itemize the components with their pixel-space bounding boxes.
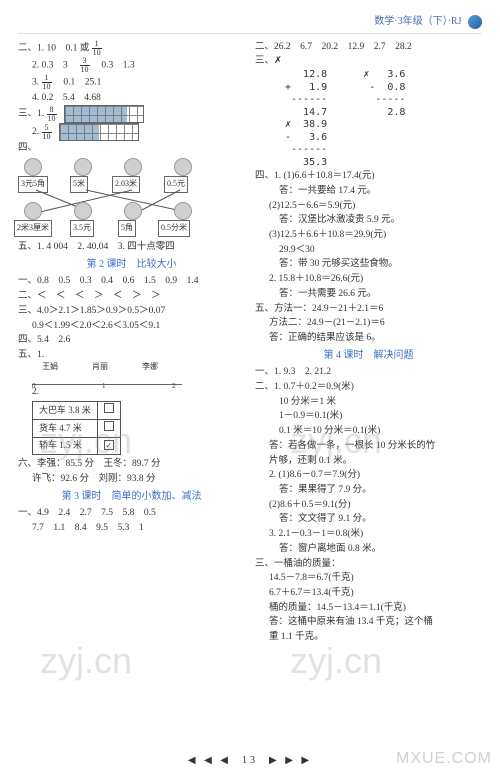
text-line: 方法二：24.9－(21－2.1)＝6 bbox=[255, 316, 482, 331]
answer-line: 答：一共需要 26.6 元。 bbox=[255, 287, 482, 302]
watermark-brand: MXUE.COM bbox=[396, 750, 492, 768]
ruler-tick: 0 bbox=[32, 381, 36, 392]
text-line: 2. (1)8.6－0.7＝7.9(分) bbox=[255, 468, 482, 483]
text-line: 2. 0.3 3 310 0.3 1.3 bbox=[18, 57, 245, 74]
text-line: 三、一桶油的质量： bbox=[255, 557, 482, 572]
label-box: 2米3厘米 bbox=[14, 220, 52, 236]
text-line: 0.1 米＝10 分米＝0.1(米) bbox=[255, 424, 482, 439]
text-line: 7.7 1.1 8.4 9.5 5.3 1 bbox=[18, 521, 245, 536]
text-line: 0.9＜1.99＜2.0＜2.6＜3.05＜9.1 bbox=[18, 319, 245, 334]
table-cell bbox=[97, 402, 120, 420]
fraction: 110 bbox=[92, 40, 102, 57]
text-line: 14.5－7.8＝6.7(千克) bbox=[255, 571, 482, 586]
table-row: 货车 4.7 米 bbox=[33, 420, 121, 438]
text-line: 29.9＜30 bbox=[255, 243, 482, 258]
text-line: 四、5.4 2.6 bbox=[18, 333, 245, 348]
content-columns: 二、1. 10 0.1 或 110 2. 0.3 3 310 0.3 1.3 3… bbox=[18, 40, 482, 730]
bar-grid bbox=[64, 105, 144, 123]
text-line: 一、0.8 0.5 0.3 0.4 0.6 1.5 0.9 1.4 bbox=[18, 274, 245, 289]
answer-line: 片够，还剩 0.1 米。 bbox=[255, 454, 482, 469]
header-icon bbox=[468, 15, 482, 29]
text-line: 6.7＋6.7＝13.4(千克) bbox=[255, 586, 482, 601]
text-line: 六、李强：85.5 分 王冬：89.7 分 bbox=[18, 457, 245, 472]
table-cell: ✓ bbox=[97, 438, 120, 455]
number-line: 王娟 肖丽 李娜 0 1 2 bbox=[32, 363, 182, 385]
table-cell: 大巴车 3.8 米 bbox=[33, 402, 98, 420]
text-line: 三、1. 810 bbox=[18, 105, 245, 123]
vertical-calculation: 12.8 ✗ 3.6 + 1.9 - 0.8 ------ ----- 14.7… bbox=[285, 69, 482, 169]
text-line: 2. bbox=[18, 385, 245, 400]
answer-line: 答：汉堡比冰激凌贵 5.9 元。 bbox=[255, 213, 482, 228]
label-box: 5角 bbox=[118, 220, 136, 236]
ruler-label: 王娟 bbox=[42, 361, 58, 373]
table-cell bbox=[97, 420, 120, 438]
text-line: 3. 2.1－0.3－1＝0.8(米) bbox=[255, 527, 482, 542]
lesson-title: 第 2 课时 比较大小 bbox=[18, 257, 245, 273]
text-line: 10 分米＝1 米 bbox=[255, 395, 482, 410]
page-header: 数学·3年级（下）·RJ bbox=[18, 12, 482, 34]
text-line: (2)8.6＋0.5＝9.1(分) bbox=[255, 498, 482, 513]
text-line: 4. 0.2 5.4 4.68 bbox=[18, 91, 245, 106]
label-box: 3.5元 bbox=[70, 220, 94, 236]
answer-line: 答：正确的结果应该是 6。 bbox=[255, 331, 482, 346]
bar-grid bbox=[59, 123, 139, 141]
right-column: 二、26.2 6.7 20.2 12.9 2.7 28.2 三、✗ 12.8 ✗… bbox=[255, 40, 482, 730]
answer-line: 答：窗户离地面 0.8 米。 bbox=[255, 542, 482, 557]
text-line: 一、4.9 2.4 2.7 7.5 5.8 0.5 bbox=[18, 506, 245, 521]
checkbox bbox=[104, 403, 114, 413]
text-line: 四、 bbox=[18, 141, 245, 156]
bar-fill bbox=[60, 124, 99, 140]
answer-line: 重 1.1 千克。 bbox=[255, 630, 482, 645]
table-row: 大巴车 3.8 米 bbox=[33, 402, 121, 420]
answer-line: 答：一共要给 17.4 元。 bbox=[255, 184, 482, 199]
text-line: 1－0.9＝0.1(米) bbox=[255, 409, 482, 424]
table-cell: 货车 4.7 米 bbox=[33, 420, 98, 438]
answer-line: 答：文文得了 9.1 分。 bbox=[255, 512, 482, 527]
text-line: 桶的质量：14.5－13.4＝1.1(千克) bbox=[255, 601, 482, 616]
label-box: 0.5分米 bbox=[158, 220, 190, 236]
ruler-tick: 1 bbox=[102, 381, 106, 392]
text-line: 2. 510 bbox=[18, 123, 245, 141]
ruler-tick: 2 bbox=[172, 381, 176, 392]
fraction: 110 bbox=[42, 74, 52, 91]
table-cell: 轿车 1.5 米 bbox=[33, 438, 98, 455]
text-line: 四、1. (1)6.6＋10.8＝17.4(元) bbox=[255, 169, 482, 184]
page: 数学·3年级（下）·RJ 二、1. 10 0.1 或 110 2. 0.3 3 … bbox=[0, 0, 500, 772]
text-line: 五、1. 4 004 2. 40.04 3. 四十点零四 bbox=[18, 240, 245, 255]
answer-line: 答：若各做一条，一根长 10 分米长的竹 bbox=[255, 439, 482, 454]
text-line: 一、1. 9.3 2. 21.2 bbox=[255, 365, 482, 380]
answer-line: 答：带 30 元够买这些食物。 bbox=[255, 257, 482, 272]
text-line: 2. 15.8＋10.8＝26.6(元) bbox=[255, 272, 482, 287]
fraction: 510 bbox=[42, 124, 52, 141]
checkbox bbox=[104, 421, 114, 431]
bar-fill bbox=[65, 106, 127, 122]
ruler-label: 李娜 bbox=[142, 361, 158, 373]
text-line: (3)12.5＋6.6＋10.8＝29.9(元) bbox=[255, 228, 482, 243]
header-text: 数学·3年级（下）·RJ bbox=[374, 16, 461, 27]
text-line: 许飞：92.6 分 刘刚：93.8 分 bbox=[18, 472, 245, 487]
answer-line: 答：这桶中原来有油 13.4 千克；这个桶 bbox=[255, 615, 482, 630]
text-line: 二、1. 10 0.1 或 110 bbox=[18, 40, 245, 57]
text-line: 二、1. 0.7＋0.2＝0.9(米) bbox=[255, 380, 482, 395]
table-row: 轿车 1.5 米 ✓ bbox=[33, 438, 121, 455]
lesson-title: 第 4 课时 解决问题 bbox=[255, 348, 482, 364]
fraction: 310 bbox=[80, 57, 90, 74]
text-line: 五、方法一：24.9－21＋2.1＝6 bbox=[255, 302, 482, 317]
checkbox: ✓ bbox=[104, 440, 114, 450]
left-column: 二、1. 10 0.1 或 110 2. 0.3 3 310 0.3 1.3 3… bbox=[18, 40, 245, 730]
ruler-label: 肖丽 bbox=[92, 361, 108, 373]
text-line: 二、26.2 6.7 20.2 12.9 2.7 28.2 bbox=[255, 40, 482, 55]
text-line: 3. 110 0.1 25.1 bbox=[18, 74, 245, 91]
fraction: 810 bbox=[47, 106, 57, 123]
answer-line: 答：果果得了 7.9 分。 bbox=[255, 483, 482, 498]
vehicle-table: 大巴车 3.8 米 货车 4.7 米 轿车 1.5 米 ✓ bbox=[32, 401, 121, 455]
text-line: 三、4.0＞2.1＞1.85＞0.9＞0.5＞0.07 bbox=[18, 304, 245, 319]
text-line: (2)12.5－6.6＝5.9(元) bbox=[255, 199, 482, 214]
matching-diagram: 3元5角 5米 2.03米 0.5元 2米3厘米 3.5元 5角 0.5分米 bbox=[18, 158, 218, 238]
lesson-title: 第 3 课时 简单的小数加、减法 bbox=[18, 489, 245, 505]
text-line: 三、✗ bbox=[255, 54, 482, 69]
text-line: 二、＜ ＜ ＜ ＞ ＜ ＞ ＞ bbox=[18, 289, 245, 304]
